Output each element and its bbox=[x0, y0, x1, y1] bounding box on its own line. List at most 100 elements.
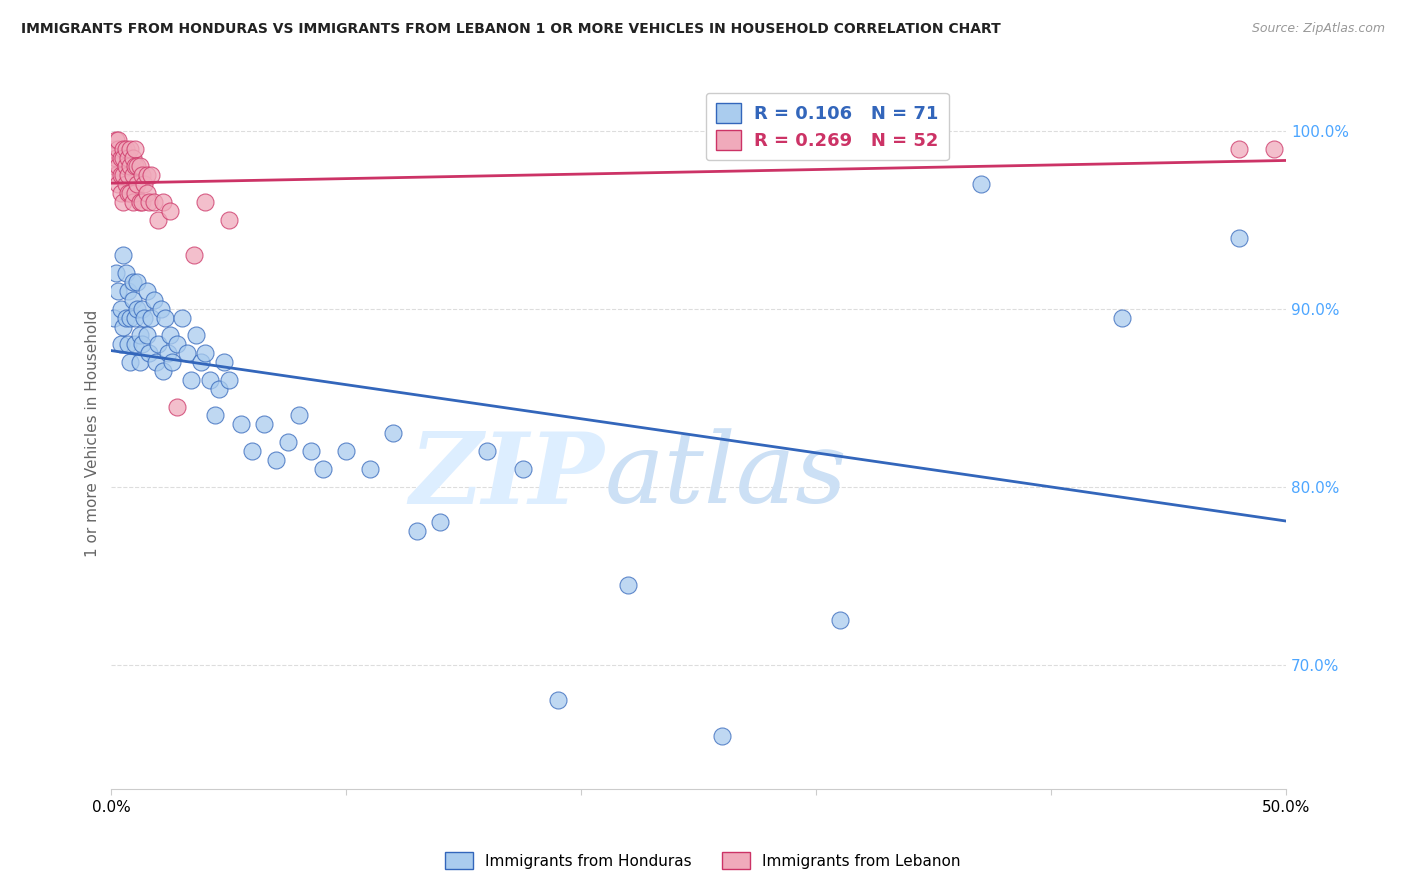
Point bbox=[114, 177, 136, 191]
Point bbox=[128, 160, 150, 174]
Point bbox=[152, 364, 174, 378]
Point bbox=[127, 177, 149, 191]
Text: Source: ZipAtlas.com: Source: ZipAtlas.com bbox=[1251, 22, 1385, 36]
Point bbox=[110, 301, 132, 316]
Point bbox=[253, 417, 276, 432]
Point bbox=[103, 142, 125, 156]
Point bbox=[149, 301, 172, 316]
Point bbox=[166, 337, 188, 351]
Legend: R = 0.106   N = 71, R = 0.269   N = 52: R = 0.106 N = 71, R = 0.269 N = 52 bbox=[706, 93, 949, 161]
Point bbox=[127, 301, 149, 316]
Point bbox=[110, 151, 132, 165]
Point bbox=[107, 160, 129, 174]
Point bbox=[180, 373, 202, 387]
Point bbox=[110, 337, 132, 351]
Point bbox=[240, 444, 263, 458]
Point bbox=[134, 310, 156, 325]
Point bbox=[135, 186, 157, 200]
Point bbox=[148, 212, 170, 227]
Point bbox=[183, 248, 205, 262]
Point bbox=[120, 160, 142, 174]
Text: atlas: atlas bbox=[605, 428, 848, 524]
Point bbox=[429, 515, 451, 529]
Point bbox=[135, 284, 157, 298]
Point bbox=[121, 275, 143, 289]
Point bbox=[117, 169, 139, 183]
Point bbox=[218, 212, 240, 227]
Point bbox=[264, 453, 287, 467]
Point bbox=[120, 142, 142, 156]
Point bbox=[176, 346, 198, 360]
Point bbox=[114, 142, 136, 156]
Text: IMMIGRANTS FROM HONDURAS VS IMMIGRANTS FROM LEBANON 1 OR MORE VEHICLES IN HOUSEH: IMMIGRANTS FROM HONDURAS VS IMMIGRANTS F… bbox=[21, 22, 1001, 37]
Point bbox=[128, 355, 150, 369]
Point bbox=[110, 186, 132, 200]
Point bbox=[131, 169, 153, 183]
Point bbox=[617, 577, 640, 591]
Point bbox=[277, 435, 299, 450]
Point bbox=[112, 319, 135, 334]
Point bbox=[405, 524, 427, 538]
Point bbox=[134, 177, 156, 191]
Point bbox=[107, 142, 129, 156]
Point bbox=[110, 169, 132, 183]
Point bbox=[112, 194, 135, 209]
Point bbox=[107, 133, 129, 147]
Point bbox=[103, 310, 125, 325]
Point bbox=[107, 284, 129, 298]
Point bbox=[105, 133, 128, 147]
Point bbox=[194, 194, 217, 209]
Point bbox=[547, 693, 569, 707]
Y-axis label: 1 or more Vehicles in Household: 1 or more Vehicles in Household bbox=[86, 310, 100, 557]
Point bbox=[288, 409, 311, 423]
Point bbox=[114, 266, 136, 280]
Point bbox=[127, 275, 149, 289]
Point bbox=[124, 160, 146, 174]
Point bbox=[131, 337, 153, 351]
Point bbox=[120, 186, 142, 200]
Point bbox=[103, 160, 125, 174]
Legend: Immigrants from Honduras, Immigrants from Lebanon: Immigrants from Honduras, Immigrants fro… bbox=[439, 846, 967, 875]
Point bbox=[166, 400, 188, 414]
Point bbox=[120, 310, 142, 325]
Point bbox=[105, 266, 128, 280]
Point bbox=[828, 613, 851, 627]
Point bbox=[382, 426, 405, 441]
Point bbox=[512, 462, 534, 476]
Point bbox=[131, 194, 153, 209]
Point bbox=[135, 328, 157, 343]
Point bbox=[142, 293, 165, 307]
Point bbox=[112, 151, 135, 165]
Point bbox=[114, 310, 136, 325]
Point bbox=[107, 177, 129, 191]
Point bbox=[204, 409, 226, 423]
Point bbox=[159, 328, 181, 343]
Point bbox=[117, 151, 139, 165]
Point bbox=[312, 462, 335, 476]
Point bbox=[969, 177, 991, 191]
Point bbox=[477, 444, 499, 458]
Point bbox=[128, 328, 150, 343]
Point bbox=[142, 194, 165, 209]
Point bbox=[135, 169, 157, 183]
Point bbox=[124, 142, 146, 156]
Point bbox=[121, 169, 143, 183]
Point bbox=[1227, 230, 1250, 244]
Point bbox=[218, 373, 240, 387]
Point bbox=[105, 151, 128, 165]
Point bbox=[124, 186, 146, 200]
Point bbox=[194, 346, 217, 360]
Point bbox=[141, 310, 163, 325]
Point bbox=[105, 169, 128, 183]
Point bbox=[138, 194, 160, 209]
Point bbox=[208, 382, 231, 396]
Point bbox=[162, 355, 184, 369]
Point bbox=[1227, 142, 1250, 156]
Point bbox=[155, 310, 177, 325]
Point bbox=[212, 355, 235, 369]
Point bbox=[121, 293, 143, 307]
Point bbox=[117, 186, 139, 200]
Point bbox=[159, 203, 181, 218]
Point bbox=[229, 417, 252, 432]
Point bbox=[335, 444, 357, 458]
